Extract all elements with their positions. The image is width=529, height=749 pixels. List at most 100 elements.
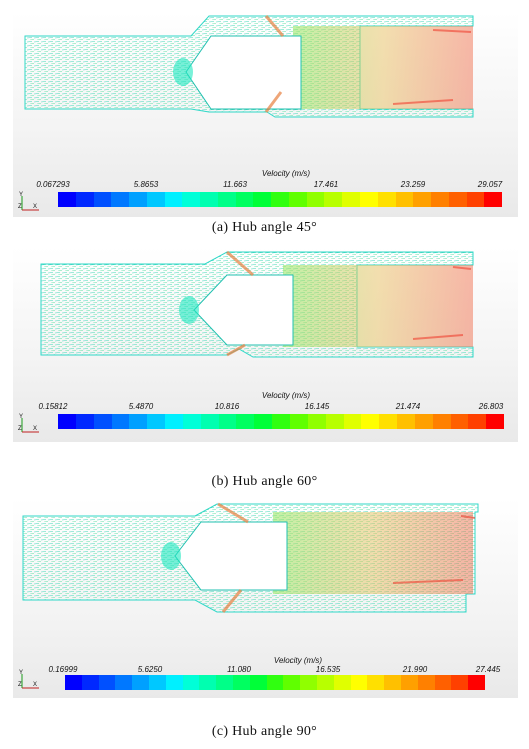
legend-tick: 16.535 (315, 665, 341, 674)
axis-label-y: Y (19, 414, 23, 420)
velocity-vector-field (40, 250, 474, 358)
axis-label-y: Y (19, 670, 23, 676)
color-scale-swatch (384, 675, 401, 690)
color-scale-swatch (432, 414, 451, 429)
axis-label-x: X (33, 682, 37, 688)
legend-tick: 16.145 (304, 402, 330, 411)
axis-label-x: X (33, 204, 37, 210)
color-scale-swatch (93, 192, 112, 207)
legend-tick: 26.803 (478, 402, 504, 411)
axis-triad: Y Z X (18, 670, 39, 689)
color-scale-swatch (216, 675, 233, 690)
color-scale-swatch (484, 192, 503, 207)
color-scale-swatch (200, 192, 218, 207)
color-scale-swatch (129, 192, 147, 207)
color-scale-swatch (451, 675, 469, 690)
color-scale-swatch (182, 192, 201, 207)
velocity-vector-field (24, 15, 474, 118)
legend-tick: 5.6250 (137, 665, 163, 674)
velocity-vector-field (22, 502, 479, 613)
color-scale-swatch (289, 414, 308, 429)
legend-title: Velocity (m/s) (261, 391, 311, 400)
color-scale-swatch (466, 192, 485, 207)
color-scale-swatch (182, 414, 201, 429)
color-scale-swatch (132, 675, 149, 690)
axis-label-z: Z (18, 426, 22, 432)
color-scale-swatch (333, 675, 351, 690)
color-scale-swatch (360, 192, 378, 207)
hub-body (185, 35, 302, 110)
color-scale-swatch (249, 675, 267, 690)
color-scale-swatch (468, 414, 487, 429)
caption-b: (b) Hub angle 60° (211, 474, 318, 489)
color-scale-bar (65, 675, 485, 690)
color-scale-swatch (236, 414, 255, 429)
color-scale-swatch (58, 414, 76, 429)
color-scale-swatch (129, 414, 148, 429)
color-scale-swatch (397, 414, 415, 429)
legend-tick: 21.474 (395, 402, 421, 411)
color-scale-swatch (468, 675, 485, 690)
axis-triad: Y Z X (18, 414, 39, 433)
color-scale-swatch (343, 414, 362, 429)
color-scale-swatch (81, 675, 99, 690)
axis-label-z: Z (18, 204, 22, 210)
color-scale-swatch (414, 414, 433, 429)
legend-title: Velocity (m/s) (261, 169, 311, 178)
color-scale-swatch (434, 675, 452, 690)
color-scale-swatch (413, 192, 432, 207)
legend-tick: 5.4870 (128, 402, 154, 411)
color-scale-swatch (324, 192, 343, 207)
color-scale-swatch (115, 675, 133, 690)
color-scale-bar (58, 414, 505, 429)
legend-tick: 5.8653 (133, 180, 159, 189)
color-scale-swatch (58, 192, 76, 207)
color-scale-swatch (75, 414, 94, 429)
color-scale-swatch (361, 414, 380, 429)
panel-hub-60: Velocity (m/s) 0.15812 5.4870 10.816 16.… (13, 247, 518, 442)
color-scale-swatch (218, 414, 237, 429)
color-scale-swatch (165, 414, 183, 429)
caption-a: (a) Hub angle 45° (211, 220, 318, 235)
color-scale-swatch (272, 414, 290, 429)
color-scale-swatch (417, 675, 435, 690)
color-scale-swatch (65, 675, 82, 690)
legend-title: Velocity (m/s) (273, 656, 323, 665)
color-scale-swatch (253, 192, 272, 207)
color-scale-swatch (146, 192, 165, 207)
color-scale-swatch (306, 192, 325, 207)
panel-hub-90: Velocity (m/s) 0.16999 5.6250 11.080 16.… (13, 498, 518, 698)
legend-tick: 11.663 (223, 180, 247, 189)
color-scale-swatch (199, 675, 217, 690)
axis-triad: Y Z X (18, 192, 39, 211)
color-scale-swatch (217, 192, 236, 207)
color-scale-swatch (342, 192, 361, 207)
axis-label-x: X (33, 426, 37, 432)
color-scale-swatch (111, 192, 130, 207)
hub-body (174, 521, 288, 591)
color-scale-swatch (367, 675, 385, 690)
color-scale-swatch (164, 192, 183, 207)
color-scale-swatch (271, 192, 289, 207)
color-scale-swatch (148, 675, 166, 690)
color-scale-swatch (235, 192, 254, 207)
color-scale-swatch (431, 192, 449, 207)
legend-tick: 17.461 (313, 180, 339, 189)
color-scale-swatch (283, 675, 301, 690)
axis-label-z: Z (18, 682, 22, 688)
color-scale-swatch (379, 414, 398, 429)
color-scale-swatch (98, 675, 116, 690)
legend-tick: 0.067293 (36, 180, 70, 189)
hub-body (193, 274, 294, 346)
color-scale-swatch (395, 192, 414, 207)
color-scale-swatch (111, 414, 130, 429)
legend-tick: 23.259 (400, 180, 426, 189)
color-scale-swatch (350, 675, 368, 690)
legend-tick: 29.057 (477, 180, 503, 189)
color-scale-swatch (486, 414, 505, 429)
caption-c: (c) Hub angle 90° (211, 724, 318, 739)
color-scale-swatch (182, 675, 200, 690)
color-scale-swatch (307, 414, 326, 429)
color-scale-swatch (325, 414, 344, 429)
outlet-flow-region (283, 265, 473, 347)
